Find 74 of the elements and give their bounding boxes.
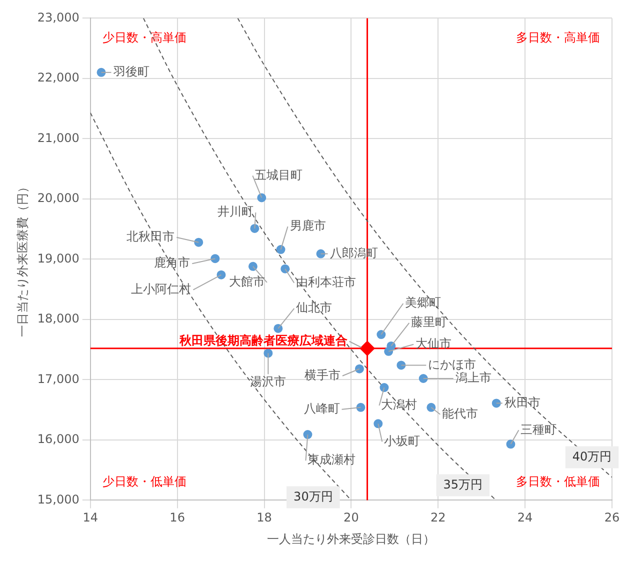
point — [96, 68, 106, 77]
annotation: 横手市 — [304, 368, 340, 382]
annotation: 能代市 — [442, 406, 478, 421]
point — [316, 249, 326, 258]
annotation: 35万円 — [443, 477, 483, 492]
annotation: 由利本荘市 — [296, 274, 356, 289]
annotation: 多日数・高単価 — [516, 30, 600, 44]
annotation: 小坂町 — [384, 434, 420, 448]
x-tick-label: 24 — [517, 510, 533, 525]
annotation: 秋田市 — [504, 395, 540, 410]
annotation: 少日数・低単価 — [102, 474, 186, 488]
annotation: 三種町 — [520, 422, 557, 436]
y-tick-label: 21,000 — [37, 130, 80, 145]
point — [376, 330, 386, 340]
x-tick-label: 22 — [430, 510, 446, 525]
point — [250, 224, 260, 233]
annotation: 大館市 — [228, 274, 265, 289]
annotation: 仙北市 — [296, 300, 332, 315]
y-tick-label: 22,000 — [37, 70, 80, 85]
y-tick-label: 18,000 — [37, 312, 80, 326]
point — [216, 270, 226, 280]
point — [492, 398, 501, 408]
point — [264, 348, 273, 358]
annotation: 上小阿仁村 — [131, 282, 192, 296]
point — [356, 402, 366, 412]
point — [418, 374, 428, 383]
annotation: 30万円 — [294, 489, 333, 504]
y-tick-label: 19,000 — [37, 251, 80, 266]
annotation: 東成瀬村 — [308, 452, 356, 467]
annotation: 多日数・低単価 — [516, 474, 600, 488]
x-axis-title: 一人当たり外来受診日数（日） — [267, 532, 436, 546]
annotation: 八峰町 — [304, 402, 340, 416]
point — [303, 430, 312, 440]
annotation: 大仙市 — [416, 336, 452, 351]
point — [210, 254, 220, 264]
annotation: 井川町 — [218, 204, 254, 219]
y-tick-label: 23,000 — [37, 10, 80, 24]
annotation: 五城目町 — [254, 168, 303, 182]
point — [280, 264, 290, 274]
annotation: 藤里町 — [411, 315, 448, 330]
point — [248, 262, 258, 271]
x-tick-label: 16 — [170, 510, 185, 525]
series-label: 秋田県後期高齢者医療広域連合 — [178, 333, 348, 348]
x-tick-label: 14 — [82, 510, 98, 525]
annotation: 大潟村 — [381, 398, 418, 412]
y-tick-label: 20,000 — [37, 191, 80, 206]
point — [384, 346, 394, 356]
point — [276, 245, 286, 254]
point — [360, 340, 375, 356]
annotation: 男鹿市 — [290, 218, 326, 233]
y-tick-label: 17,000 — [37, 372, 80, 386]
annotation: 美郷町 — [405, 296, 442, 310]
y-axis-title: 一日当たり外来医療費（円） — [15, 181, 30, 338]
point — [380, 383, 389, 392]
x-tick-label: 18 — [256, 510, 272, 525]
point — [426, 402, 436, 412]
annotation: 少日数・高単価 — [102, 30, 186, 44]
y-tick-label: 16,000 — [37, 432, 80, 446]
y-tick-label: 15,000 — [37, 492, 80, 506]
point — [506, 440, 516, 449]
annotation: 潟上市 — [455, 370, 492, 385]
annotation: にかほ市 — [428, 357, 476, 372]
x-tick-label: 20 — [344, 510, 359, 525]
annotation: 40万円 — [572, 449, 612, 464]
annotation: 羽後町 — [112, 64, 150, 79]
point — [374, 419, 383, 428]
point — [354, 364, 364, 374]
point — [194, 238, 204, 247]
point — [257, 193, 266, 202]
x-tick-label: 26 — [604, 510, 620, 525]
annotation: 鹿角市 — [154, 256, 190, 270]
point — [274, 324, 283, 333]
annotation: 湯沢市 — [250, 374, 286, 388]
point — [396, 360, 406, 370]
